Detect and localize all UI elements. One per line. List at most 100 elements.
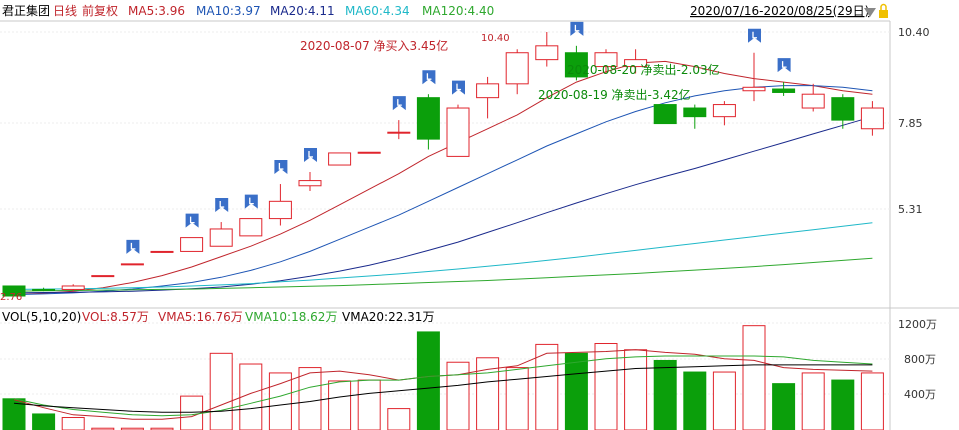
vma20-line: [13, 364, 873, 413]
volume-bar: [357, 379, 381, 430]
flag-shape: [244, 194, 258, 209]
volume-bar: [683, 371, 707, 430]
ma60-line: [13, 222, 873, 290]
candle-body: [594, 52, 618, 68]
flag-glyph: [130, 242, 136, 250]
ma120-label: MA120:4.40: [422, 4, 494, 18]
candle-body: [91, 275, 115, 278]
volume-bar: [328, 380, 352, 430]
candle-body: [505, 52, 529, 85]
flag-shape: [777, 58, 791, 73]
volume-bar: [416, 331, 440, 430]
flag-shape: [748, 28, 761, 43]
flag-icon: [777, 58, 791, 73]
vol-tick-2: 800万: [904, 353, 936, 366]
date-range[interactable]: 2020/07/16-2020/08/25(29日): [690, 4, 869, 18]
volume-bar: [32, 413, 56, 430]
candle-body: [61, 285, 85, 290]
vol-title: VOL(5,10,20): [2, 310, 81, 324]
flag-icon: [570, 21, 584, 36]
annotations: 2020-08-07 净买入3.45亿 2020-08-20 净卖出-2.03亿 2…: [300, 38, 720, 102]
price-tick-3: 5.31: [898, 203, 923, 216]
candle-body: [328, 152, 352, 166]
volume-bar: [446, 361, 470, 430]
vol-value: VOL:8.57万: [82, 310, 149, 324]
vma-lines: [13, 349, 873, 420]
flag-icon: [392, 96, 406, 111]
flag-shape: [570, 21, 584, 36]
candle-body: [387, 131, 411, 134]
volume-bar: [742, 325, 766, 430]
candle-body: [298, 180, 322, 187]
flag-shape: [215, 198, 229, 213]
candle-body: [120, 263, 144, 266]
volume-bars: [2, 325, 884, 430]
flag-glyph: [397, 99, 402, 106]
candles: [2, 32, 884, 297]
candle-body: [2, 285, 26, 297]
flag-glyph: [426, 73, 432, 80]
volume-bar: [801, 372, 825, 430]
flag-glyph: [219, 201, 225, 208]
flag-icon: [126, 239, 140, 254]
volume-bar: [91, 427, 115, 430]
volume-bar: [120, 427, 144, 430]
lock-icon[interactable]: [879, 3, 888, 19]
candle-body: [683, 107, 707, 118]
candle-body: [653, 104, 677, 125]
flag-glyph: [574, 24, 580, 32]
high-price-label: 10.40: [481, 33, 510, 44]
flag-icon: [185, 213, 199, 228]
annotation-sell: 2020-08-20 净卖出-2.03亿: [567, 62, 720, 77]
vol-tick-1: 1200万: [898, 318, 937, 331]
volume-bar: [831, 379, 855, 430]
volume-bar: [209, 352, 233, 430]
volume-bar: [653, 359, 677, 430]
candle-body: [209, 228, 233, 247]
candle-body: [32, 288, 56, 291]
ma-lines: [13, 60, 873, 296]
volume-bar: [150, 427, 174, 430]
vma20-label: VMA20:22.31万: [342, 310, 434, 324]
volume-bar: [712, 371, 736, 430]
flag-glyph: [308, 150, 313, 158]
vma10-line: [13, 355, 873, 417]
volume-bar: [239, 363, 263, 430]
volume-bar: [61, 417, 85, 430]
flag-icon: [274, 160, 288, 175]
flag-glyph: [249, 197, 254, 205]
candle-body: [624, 59, 648, 68]
flag-shape: [274, 160, 288, 175]
candle-body: [416, 97, 440, 140]
flag-icon: [748, 28, 761, 43]
annotation-sell: 2020-08-19 净卖出-3.42亿: [538, 87, 691, 102]
volume-bar: [505, 367, 529, 430]
low-price-label: 2.76: [0, 292, 22, 303]
ma60-label: MA60:4.34: [345, 4, 410, 18]
vol-tick-3: 400万: [904, 388, 936, 401]
flag-shape: [422, 70, 436, 85]
adjust-label[interactable]: 前复权: [82, 3, 118, 18]
period-label[interactable]: 日线: [53, 4, 77, 18]
flags: [126, 21, 791, 254]
price-tick-1: 10.40: [898, 26, 930, 39]
triangle-down-icon[interactable]: [864, 8, 876, 17]
volume-bar: [860, 372, 884, 430]
candle-body: [564, 52, 588, 78]
vma10-label: VMA10:18.62万: [245, 310, 337, 324]
ma5-line: [13, 60, 873, 296]
volume-bar: [624, 349, 648, 430]
flag-glyph: [189, 216, 195, 224]
volume-bar: [772, 383, 796, 430]
candle-body: [742, 86, 766, 92]
ma5-label: MA5:3.96: [128, 4, 185, 18]
volume-bar: [535, 343, 559, 430]
flag-shape: [452, 80, 465, 95]
ma20-line: [13, 116, 873, 294]
candle-body: [831, 97, 855, 121]
candle-body: [535, 45, 559, 61]
stock-name[interactable]: 君正集团: [2, 3, 50, 18]
flag-shape: [392, 96, 406, 111]
ma20-label: MA20:4.11: [270, 4, 335, 18]
